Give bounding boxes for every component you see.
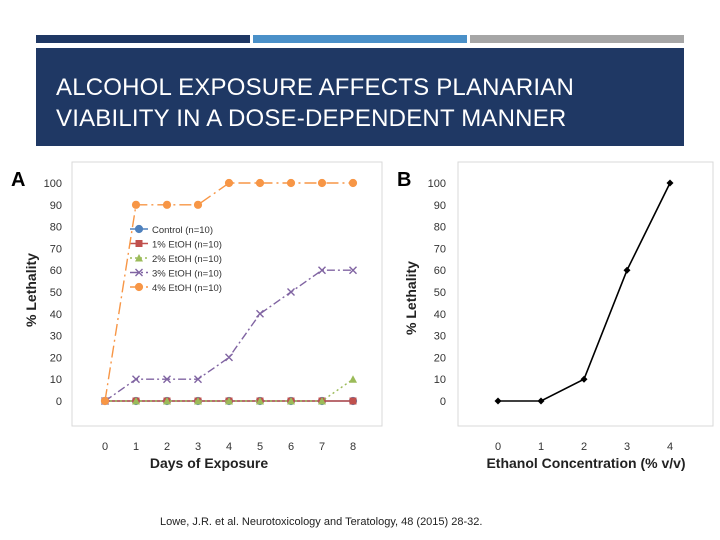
chart-A-point [162,200,172,209]
chart-B-ytick: 100 [428,178,446,190]
chart-A-point [225,397,233,405]
chart-A-point [348,178,358,188]
chart-A-xtick: 4 [226,441,232,453]
chart-A-point [131,200,141,209]
chart-A-point [349,375,357,383]
legend-entry: 4% EtOH (n=10) [152,283,222,294]
chart-A-ytick: 0 [56,396,62,408]
chart-A-point [287,288,295,296]
chart-A-ytick: 70 [50,243,62,255]
chart-A-series-line [105,378,354,402]
legend-swatch-marker [135,268,143,277]
chart-A-ytick: 20 [50,352,62,364]
chart-A-xtick: 3 [195,441,201,453]
chart-A-point [317,178,327,188]
legend-entry: Control (n=10) [152,225,213,236]
chart-A-ytick: 10 [50,374,62,386]
chart-A-ylabel: % Lethality [23,253,39,327]
chart-B-ytick: 20 [434,352,446,364]
chart-B-xtick: 0 [495,441,501,453]
chart-A-point [349,397,357,405]
chart-A-point [193,200,203,209]
chart-B-ytick: 0 [440,396,446,408]
chart-A-point [225,353,233,362]
chart-A-point [163,397,171,405]
chart-B-xtick: 3 [624,441,630,453]
chart-B-ytick: 90 [434,200,446,212]
chart-A-point [286,178,296,188]
chart-B-xtick: 1 [538,441,544,453]
chart-A-frame [71,161,383,427]
chart-A-ytick: 50 [50,287,62,299]
chart-A-point [318,266,326,275]
chart-A-xtick: 5 [257,441,263,453]
header-bar-blue [253,35,467,43]
chart-A-xtick: 2 [164,441,170,453]
chart-A-xtick: 7 [319,441,325,453]
legend-swatch-marker [135,240,143,247]
chart-A-ytick: 80 [50,222,62,234]
chart-A-point [194,375,202,384]
legend-entry: 2% EtOH (n=10) [152,254,222,265]
chart-B-point [623,266,631,274]
chart-A-point [256,309,264,318]
chart-A-xtick: 0 [102,441,108,453]
chart-A-ytick: 90 [50,200,62,212]
header-bar-navy [36,35,250,43]
chart-B-ylabel: % Lethality [403,261,419,335]
chart-A-point [349,266,357,275]
legend-entry: 1% EtOH (n=10) [152,240,222,251]
chart-A-xlabel: Days of Exposure [150,455,268,471]
chart-A-point [224,178,234,188]
chart-A-point [163,375,171,384]
chart-A-point [287,397,295,405]
chart-B-ytick: 40 [434,309,446,321]
chart-B-series-line [498,182,671,402]
chart-A-point [132,375,140,384]
chart-B-point [494,397,502,405]
chart-A-series-line [104,182,353,402]
chart-A-series-line [104,269,353,402]
panel-label-B: B [397,169,411,191]
chart-B-point [666,179,674,187]
chart-A-point [318,397,326,405]
chart-B-xtick: 4 [667,441,673,453]
citation: Lowe, J.R. et al. Neurotoxicology and Te… [160,516,483,528]
chart-A-ytick: 40 [50,309,62,321]
chart-A-xtick: 6 [288,441,294,453]
chart-B-frame [457,161,714,427]
chart-B-xlabel: Ethanol Concentration (% v/v) [486,455,685,471]
slide-title: ALCOHOL EXPOSURE AFFECTS PLANARIAN VIABI… [56,74,575,132]
chart-B-xtick: 2 [581,441,587,453]
chart-A-point [255,178,265,188]
chart-A-xtick: 8 [350,441,356,453]
chart-B-ytick: 70 [434,243,446,255]
chart-A-ytick: 100 [44,178,62,190]
chart-B-ytick: 80 [434,222,446,234]
chart-A-point [194,397,202,405]
header-bar-gray [470,35,684,43]
panel-label-A: A [11,169,25,191]
chart-A-ytick: 30 [50,331,62,343]
chart-B-ytick: 50 [434,287,446,299]
chart-A-point [100,396,110,406]
chart-A-xtick: 1 [133,441,139,453]
chart-B-ytick: 30 [434,331,446,343]
chart-A-point [132,397,140,405]
legend-swatch-marker [134,282,144,292]
chart-A-ytick: 60 [50,265,62,277]
title-band: ALCOHOL EXPOSURE AFFECTS PLANARIAN VIABI… [36,48,684,146]
legend-swatch-marker [134,224,144,234]
legend-entry: 3% EtOH (n=10) [152,269,222,280]
chart-A-point [256,397,264,405]
chart-B-point [580,375,588,383]
chart-B-ytick: 60 [434,265,446,277]
legend-swatch-marker [135,254,143,262]
chart-B-point [537,397,545,405]
chart-B-ytick: 10 [434,374,446,386]
